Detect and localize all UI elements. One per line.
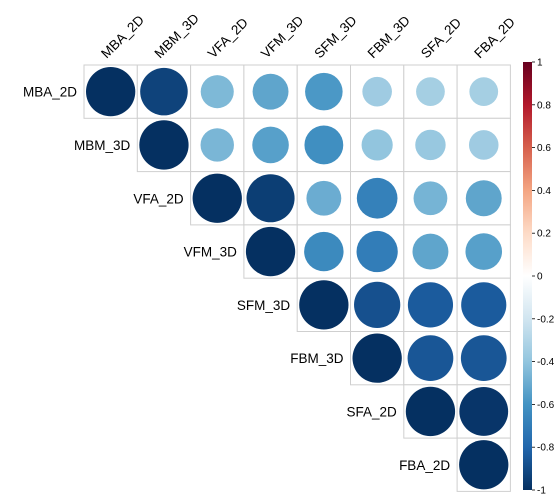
col-label-SFA_2D: SFA_2D	[418, 15, 464, 61]
corr-circle-VFA_2D-SFM_3D	[306, 180, 342, 216]
corr-circle-MBA_2D-SFA_2D	[416, 77, 445, 107]
corr-circle-SFA_2D-SFA_2D	[405, 386, 456, 437]
corr-circle-VFM_3D-VFM_3D	[245, 226, 296, 277]
corr-circle-FBA_2D-FBA_2D	[459, 440, 509, 490]
col-label-SFM_3D: SFM_3D	[311, 13, 359, 61]
colorbar-tick-label: -0.2	[537, 314, 555, 325]
row-label-SFM_3D: SFM_3D	[237, 298, 291, 313]
row-label-MBA_2D: MBA_2D	[23, 85, 77, 100]
corr-circle-SFA_2D-FBA_2D	[459, 387, 509, 436]
colorbar-legend: 1 0.8 0.6 0.4 0.2 0 -0.2 -0.4 -0.6 -0.8 -1	[523, 58, 555, 497]
colorbar-tick-label: -0.8	[537, 443, 555, 454]
corr-circle-VFA_2D-VFA_2D	[192, 173, 242, 223]
corr-circle-MBA_2D-VFA_2D	[200, 75, 234, 109]
corr-circle-VFM_3D-FBA_2D	[465, 233, 503, 270]
corr-circle-MBM_3D-FBA_2D	[468, 130, 499, 160]
grid-cell	[456, 64, 511, 119]
grid-cell	[403, 117, 458, 173]
colorbar-tick-label: 0	[537, 272, 543, 283]
col-label-MBA_2D: MBA_2D	[98, 12, 147, 61]
colorbar-tick-label: 0.6	[537, 143, 551, 154]
colorbar-tick-label: 0.8	[537, 100, 551, 111]
circle-layer	[86, 67, 509, 490]
col-label-VFM_3D: VFM_3D	[258, 13, 306, 61]
corr-circle-SFM_3D-FBA_2D	[461, 282, 507, 328]
corr-circle-VFM_3D-SFM_3D	[304, 231, 344, 272]
corr-circle-MBM_3D-FBM_3D	[361, 129, 393, 161]
corr-circle-VFA_2D-FBA_2D	[465, 180, 502, 217]
corr-circle-VFA_2D-VFM_3D	[246, 174, 295, 223]
row-label-SFA_2D: SFA_2D	[347, 404, 398, 419]
row-label-VFM_3D: VFM_3D	[184, 245, 238, 260]
row-label-VFA_2D: VFA_2D	[133, 191, 184, 206]
row-label-FBA_2D: FBA_2D	[399, 458, 450, 473]
corr-circle-SFM_3D-SFM_3D	[299, 280, 349, 330]
col-label-MBM_3D: MBM_3D	[151, 11, 202, 62]
colorbar-tick-label: 0.2	[537, 229, 551, 240]
corr-circle-MBM_3D-VFM_3D	[252, 126, 289, 164]
row-label-FBM_3D: FBM_3D	[290, 351, 344, 366]
corr-circle-MBM_3D-VFA_2D	[200, 128, 234, 162]
corr-circle-FBM_3D-FBA_2D	[460, 335, 507, 382]
colorbar-tick-label: 0.4	[537, 186, 551, 197]
corr-circle-MBM_3D-SFM_3D	[304, 125, 344, 165]
col-label-FBA_2D: FBA_2D	[471, 14, 518, 61]
corr-circle-VFM_3D-SFA_2D	[412, 233, 449, 270]
col-label-FBM_3D: FBM_3D	[365, 13, 413, 61]
corr-circle-MBA_2D-FBM_3D	[362, 76, 392, 107]
corr-circle-MBA_2D-VFM_3D	[252, 73, 289, 110]
corr-circle-SFM_3D-SFA_2D	[407, 282, 454, 328]
corr-circle-VFM_3D-FBM_3D	[356, 230, 398, 273]
corr-circle-MBA_2D-MBA_2D	[86, 67, 136, 117]
colorbar-tick-label: -0.4	[537, 357, 555, 368]
corr-circle-MBA_2D-FBA_2D	[469, 77, 499, 107]
colorbar-tick-label: -0.6	[537, 400, 555, 411]
corr-circle-SFM_3D-FBM_3D	[354, 281, 401, 328]
corr-circle-MBA_2D-MBM_3D	[140, 67, 188, 116]
col-label-VFA_2D: VFA_2D	[205, 15, 251, 61]
colorbar-tick-label: -1	[537, 486, 546, 497]
corr-circle-FBM_3D-SFA_2D	[407, 335, 454, 382]
corr-circle-FBM_3D-FBM_3D	[352, 333, 402, 383]
colorbar-tick-label: 1	[537, 58, 543, 69]
corr-circle-VFA_2D-FBM_3D	[356, 177, 398, 219]
corr-circle-MBM_3D-MBM_3D	[139, 120, 189, 170]
corr-circle-MBA_2D-SFM_3D	[305, 72, 343, 111]
corr-circle-MBM_3D-SFA_2D	[415, 129, 446, 161]
row-label-MBM_3D: MBM_3D	[74, 138, 131, 153]
corr-circle-VFA_2D-SFA_2D	[413, 181, 448, 216]
colorbar-bar	[523, 62, 532, 490]
